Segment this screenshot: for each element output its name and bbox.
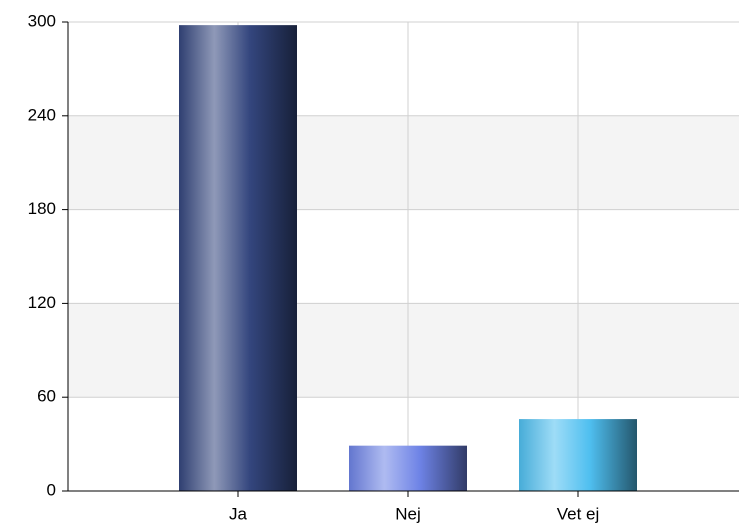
x-tick-label: Nej: [395, 504, 421, 523]
y-tick-label: 0: [47, 480, 56, 499]
y-tick-label: 240: [28, 105, 56, 124]
grid-band: [68, 115, 739, 210]
y-tick-label: 180: [28, 199, 56, 218]
y-tick-label: 60: [37, 387, 56, 406]
x-tick-label: Vet ej: [557, 504, 600, 523]
bar: [179, 25, 297, 491]
bar: [519, 419, 637, 491]
grid-band: [68, 303, 739, 398]
y-tick-label: 120: [28, 293, 56, 312]
y-tick-label: 300: [28, 11, 56, 30]
x-tick-label: Ja: [229, 504, 248, 523]
bar: [349, 445, 467, 491]
